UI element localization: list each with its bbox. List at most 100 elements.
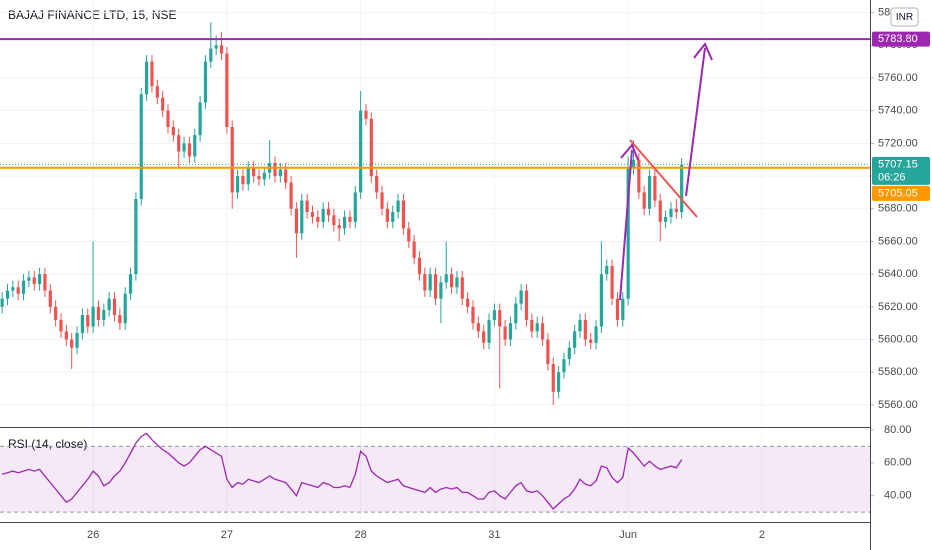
- candle-body: [680, 164, 684, 213]
- candle-body: [482, 331, 486, 343]
- candle-body: [433, 274, 438, 299]
- candle-body: [219, 45, 224, 54]
- y-tick-label: 5600.00: [878, 333, 918, 345]
- candle-body: [342, 216, 347, 229]
- candle-body: [573, 331, 577, 348]
- candle-body: [86, 315, 90, 327]
- candle-body: [294, 208, 299, 234]
- candle-body: [631, 159, 636, 168]
- candle-body: [385, 208, 389, 222]
- candle-body: [658, 200, 662, 222]
- candle-body: [653, 176, 657, 201]
- candle-body: [139, 94, 143, 199]
- candle-body: [551, 364, 555, 392]
- candle-body: [316, 216, 320, 222]
- candle-body: [59, 319, 63, 332]
- candle-body: [519, 290, 523, 304]
- price-label: 5783.80: [878, 33, 918, 45]
- rsi-line: [1, 432, 683, 510]
- candle-body: [11, 287, 15, 291]
- candle-body: [48, 290, 52, 307]
- candle-body: [187, 143, 192, 157]
- candle-body: [412, 241, 416, 258]
- candle-body: [359, 110, 363, 193]
- candle-body: [439, 282, 443, 299]
- candle-body: [0, 298, 4, 307]
- candle-body: [209, 48, 213, 62]
- drawn-trend-line: [629, 139, 698, 218]
- drawn-arrow: [619, 149, 633, 301]
- x-tick-label: 28: [355, 529, 367, 541]
- candle-body: [589, 339, 593, 343]
- price-label: 5705.05: [878, 187, 918, 199]
- candle-body: [32, 277, 36, 284]
- candle-body: [155, 86, 159, 98]
- y-tick-label: 40.00: [884, 490, 912, 502]
- candle-body: [610, 265, 614, 299]
- candle-body: [605, 265, 609, 275]
- candle-body: [348, 216, 352, 222]
- candle-body: [64, 331, 68, 340]
- y-tick-label: 5660.00: [878, 235, 918, 247]
- candle-body: [476, 323, 480, 332]
- currency-badge[interactable]: INR: [890, 7, 919, 27]
- candle-body: [369, 118, 373, 177]
- candle-body: [599, 274, 604, 327]
- candle-body: [177, 135, 181, 152]
- candle-body: [166, 110, 170, 128]
- x-tick-label: 2: [759, 529, 765, 541]
- candle-body: [524, 290, 529, 320]
- candle-body: [305, 200, 309, 213]
- candle-body: [562, 359, 566, 373]
- y-tick-label: 5760.00: [878, 72, 918, 84]
- candle-body: [428, 274, 432, 291]
- candle-body: [455, 277, 459, 288]
- candle-body: [647, 176, 652, 209]
- candle-body: [284, 169, 288, 183]
- candle-body: [540, 323, 545, 340]
- countdown-label: 06:26: [878, 171, 906, 183]
- candle-body: [375, 176, 379, 193]
- x-tick-label: 27: [221, 529, 233, 541]
- candle-body: [145, 61, 149, 95]
- candle-body: [37, 274, 42, 284]
- candle-body: [417, 257, 422, 275]
- candle-body: [289, 182, 293, 209]
- price-label-box: [872, 31, 930, 47]
- arrow-head: [693, 42, 713, 61]
- candle-body: [230, 127, 234, 193]
- x-tick-label: 26: [87, 529, 99, 541]
- candle-body: [161, 97, 165, 111]
- candle-body: [96, 306, 101, 320]
- candle-body: [5, 290, 10, 299]
- candle-body: [128, 274, 133, 294]
- candle-body: [487, 319, 491, 343]
- candle-body: [27, 277, 31, 281]
- candle-body: [471, 306, 475, 324]
- y-tick-label: 60.00: [884, 457, 912, 469]
- candle-body: [332, 215, 336, 226]
- candle-body: [578, 319, 582, 332]
- candle-body: [182, 143, 186, 152]
- candle-body: [669, 208, 673, 217]
- x-tick-label: Jun: [619, 529, 637, 541]
- candle-body: [637, 159, 641, 193]
- candle-body: [326, 208, 331, 216]
- arrow-head: [620, 143, 639, 161]
- user-drawings: [619, 42, 713, 301]
- candle-body: [75, 333, 79, 348]
- candle-body: [391, 212, 395, 222]
- candle-body: [380, 192, 384, 209]
- candle-body: [407, 228, 411, 242]
- y-tick-label: 5640.00: [878, 268, 918, 280]
- y-tick-label: 5580.00: [878, 366, 918, 378]
- candle-body: [626, 167, 630, 299]
- candle-body: [466, 298, 470, 307]
- badge-box: [890, 7, 919, 27]
- y-tick-label: 80.00: [884, 424, 912, 436]
- candle-body: [508, 323, 513, 340]
- candle-body: [300, 200, 304, 234]
- candle-body: [492, 310, 496, 320]
- candle-body: [198, 102, 202, 136]
